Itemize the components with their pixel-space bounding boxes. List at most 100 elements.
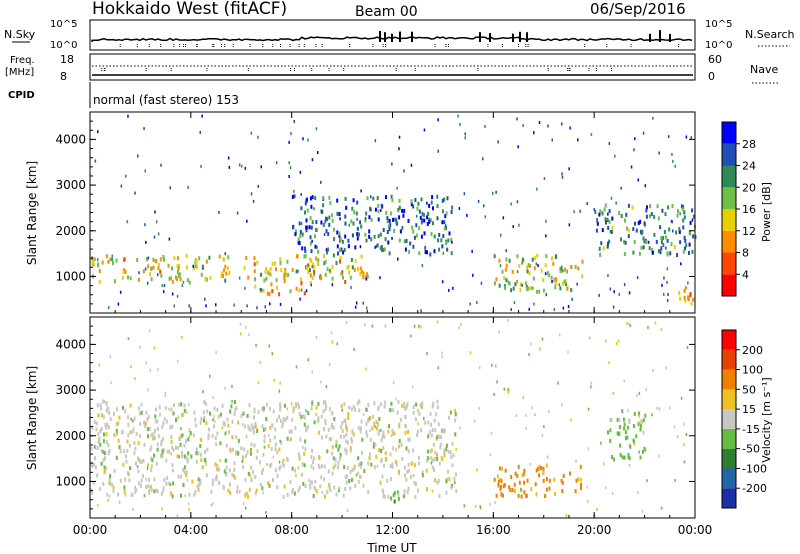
- data-cell: [560, 266, 563, 271]
- data-cell: [335, 492, 338, 497]
- data-cell: [253, 269, 256, 274]
- data-cell: [212, 396, 214, 399]
- data-cell: [607, 212, 609, 216]
- data-cell: [542, 470, 545, 475]
- data-cell: [275, 267, 277, 272]
- data-cell: [419, 215, 422, 220]
- data-cell: [503, 387, 506, 391]
- data-cell: [370, 195, 372, 199]
- data-cell: [426, 201, 428, 205]
- data-cell: [311, 158, 314, 162]
- data-cell: [337, 460, 340, 465]
- data-cell: [238, 276, 241, 280]
- data-cell: [305, 228, 308, 233]
- data-cell: [320, 475, 323, 480]
- velocity-panel-frame: [89, 316, 696, 519]
- data-cell: [163, 477, 166, 482]
- data-cell: [383, 434, 386, 439]
- data-cell: [438, 493, 441, 498]
- data-cell: [301, 246, 304, 251]
- data-cell: [331, 283, 334, 287]
- data-cell: [620, 214, 623, 218]
- data-cell: [652, 368, 654, 372]
- velocity-colorbar-title: Velocity [m s⁻¹]: [760, 377, 773, 462]
- data-cell: [320, 414, 323, 419]
- data-cell: [215, 351, 217, 354]
- data-cell: [653, 214, 656, 219]
- data-cell: [356, 236, 359, 241]
- data-cell: [441, 428, 444, 433]
- data-cell: [152, 436, 155, 441]
- data-cell: [197, 487, 200, 492]
- data-cell: [608, 142, 611, 145]
- velocity-colorbar-segment: [722, 488, 736, 508]
- data-cell: [201, 465, 204, 470]
- data-cell: [201, 265, 204, 270]
- data-cell: [215, 303, 217, 307]
- data-cell: [495, 493, 498, 498]
- data-cell: [303, 451, 306, 456]
- power-colorbar-segment: [722, 122, 736, 144]
- data-cell: [366, 306, 368, 310]
- data-cell: [664, 235, 667, 240]
- data-cell: [562, 269, 564, 273]
- data-cell: [685, 433, 688, 436]
- data-cell: [204, 458, 207, 463]
- data-cell: [545, 219, 547, 223]
- data-cell: [382, 463, 385, 468]
- data-cell: [97, 258, 99, 262]
- data-cell: [421, 218, 424, 223]
- data-cell: [219, 412, 222, 417]
- data-cell: [451, 463, 454, 468]
- data-cell: [143, 442, 146, 447]
- data-cell: [185, 265, 188, 270]
- data-cell: [373, 465, 376, 470]
- data-cell: [278, 466, 281, 471]
- data-cell: [386, 216, 389, 221]
- data-cell: [357, 471, 359, 475]
- data-cell: [428, 217, 431, 222]
- data-cell: [623, 379, 625, 383]
- data-cell: [347, 411, 350, 416]
- data-cell: [666, 267, 669, 271]
- data-cell: [98, 279, 101, 284]
- data-cell: [213, 414, 215, 418]
- data-cell: [190, 454, 193, 459]
- data-cell: [565, 514, 568, 518]
- data-cell: [262, 452, 265, 457]
- data-cell: [618, 210, 621, 215]
- x-tick-label: 00:00: [678, 523, 713, 537]
- data-cell: [213, 406, 216, 411]
- data-cell: [463, 192, 466, 196]
- data-cell: [334, 463, 337, 468]
- data-cell: [385, 210, 388, 215]
- data-cell: [534, 482, 537, 487]
- data-cell: [203, 415, 206, 420]
- data-cell: [401, 225, 404, 230]
- power-colorbar-label: 28: [742, 138, 756, 151]
- data-cell: [335, 261, 338, 265]
- data-cell: [365, 430, 368, 435]
- data-cell: [428, 203, 431, 208]
- data-cell: [413, 463, 416, 468]
- data-cell: [150, 433, 153, 438]
- data-cell: [171, 445, 174, 450]
- data-cell: [124, 477, 127, 482]
- data-cell: [650, 212, 653, 217]
- data-cell: [315, 256, 318, 261]
- data-cell: [259, 460, 262, 465]
- data-cell: [358, 462, 360, 467]
- data-cell: [111, 258, 113, 262]
- velocity-colorbar-label: 50: [742, 383, 756, 396]
- data-cell: [138, 271, 140, 275]
- data-cell: [127, 472, 130, 477]
- data-cell: [368, 215, 371, 220]
- data-cell: [279, 407, 282, 412]
- data-cell: [443, 448, 446, 453]
- data-cell: [265, 417, 268, 421]
- data-cell: [106, 406, 109, 410]
- data-cell: [629, 444, 632, 449]
- data-cell: [447, 238, 450, 243]
- data-cell: [292, 406, 295, 411]
- data-cell: [345, 321, 348, 324]
